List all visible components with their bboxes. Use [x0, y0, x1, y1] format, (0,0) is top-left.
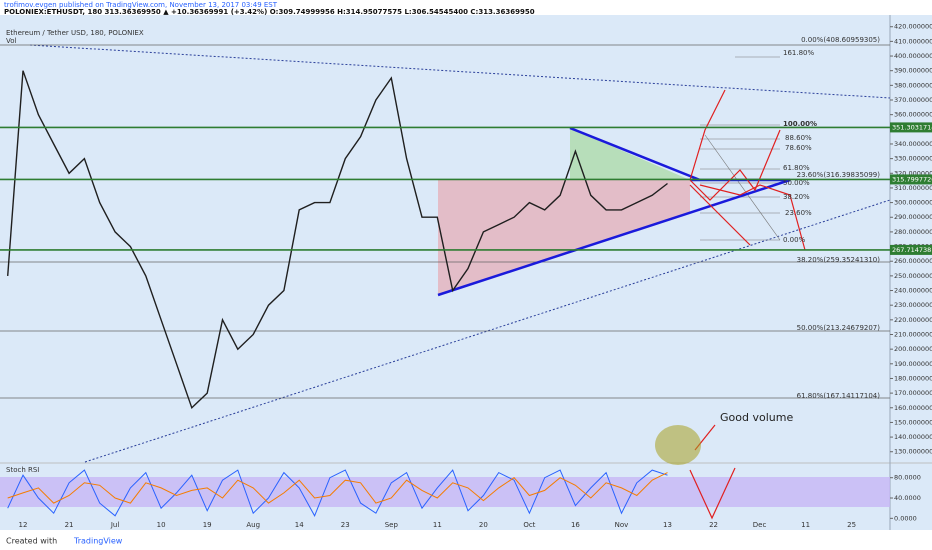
resistance-line [569, 126, 701, 182]
y-tick-label: 320.00000000 [894, 169, 932, 177]
y-tick-label: 130.00000000 [894, 448, 932, 456]
y-tick-label: 180.00000000 [894, 374, 932, 382]
y-tick-label: 250.00000000 [894, 272, 932, 280]
price-tag [890, 122, 932, 133]
y-tick-label: 400.00000000 [894, 52, 932, 60]
x-tick-label: 23 [341, 521, 350, 529]
x-tick-label: 25 [847, 521, 856, 529]
fib-label: 100.00% [783, 120, 817, 128]
y-tick-label: 360.00000000 [894, 111, 932, 119]
y-tick-label: 200.00000000 [894, 345, 932, 353]
y-tick-label: 310.00000000 [894, 184, 932, 192]
x-tick-label: 10 [157, 521, 166, 529]
y-tick-label: 370.00000000 [894, 96, 932, 104]
fib-label: 61.80%(167.14117104) [797, 392, 881, 400]
x-tick-label: Aug [246, 521, 260, 529]
y-tick-label: 300.00000000 [894, 199, 932, 207]
x-tick-label: Jul [110, 521, 120, 529]
price-tag-label: 351.30317143 [892, 123, 932, 131]
fib-label: 61.80% [783, 164, 810, 172]
footer-bar [0, 531, 932, 550]
y-tick-label: 420.00000000 [894, 23, 932, 31]
y-tick-label: 160.00000000 [894, 404, 932, 412]
y-tick-label: 280.00000000 [894, 228, 932, 236]
fib-label: 23.60% [785, 209, 812, 217]
price-tag-label: 267.71473816 [892, 246, 932, 254]
x-tick-label: 22 [709, 521, 718, 529]
y-tick-label: 140.00000000 [894, 433, 932, 441]
x-tick-label: Sep [385, 521, 399, 529]
y-tick-label: 240.00000000 [894, 287, 932, 295]
x-tick-label: 19 [203, 521, 212, 529]
stoch-title: Stoch RSI [6, 466, 39, 474]
x-tick-label: Dec [753, 521, 767, 529]
series-line [7, 472, 668, 504]
range-box [438, 180, 690, 295]
annotation: Good volume [720, 411, 793, 424]
trend-line [84, 199, 891, 463]
support-line [437, 178, 791, 297]
footer-text: Created with [6, 537, 57, 546]
fib-label: 0.00% [783, 236, 806, 244]
y-tick-label: 80.0000 [894, 474, 921, 482]
fib-ladder [700, 56, 781, 241]
x-tick-label: 12 [19, 521, 28, 529]
y-tick-label: 410.00000000 [894, 37, 932, 45]
fib-label: 38.20%(259.35241310) [797, 256, 881, 264]
fib-label: 50.00% [783, 179, 810, 187]
x-tick-label: Oct [523, 521, 535, 529]
x-tick-label: 14 [295, 521, 304, 529]
x-tick-label: 11 [433, 521, 442, 529]
ticker: POLONIEX:ETHUSDT, 180 313.36369950 ▲ +10… [4, 8, 535, 16]
chart-title: Ethereum / Tether USD, 180, POLONIEX [6, 29, 144, 37]
y-tick-label: 340.00000000 [894, 140, 932, 148]
x-tick-label: 13 [663, 521, 672, 529]
volume-highlight [655, 425, 701, 465]
footer-brand[interactable]: TradingView [73, 537, 123, 546]
y-tick-label: 260.00000000 [894, 257, 932, 265]
price-tag [890, 174, 932, 185]
fib-label: 88.60% [785, 134, 812, 142]
y-tick-label: 390.00000000 [894, 67, 932, 75]
y-tick-label: 190.00000000 [894, 360, 932, 368]
series-line [7, 70, 668, 410]
y-tick-label: 230.00000000 [894, 301, 932, 309]
stoch-band [0, 477, 890, 507]
y-tick-label: 40.0000 [894, 494, 921, 502]
forecast-arrows [689, 89, 806, 520]
fib-label: 161.80% [783, 49, 814, 57]
y-tick-label: 220.00000000 [894, 316, 932, 324]
author: trofimov.evgen published on TradingView.… [4, 1, 278, 9]
y-tick-label: 0.0000 [894, 514, 917, 522]
fib-label: 23.60%(316.39835099) [797, 171, 881, 179]
y-tick-label: 210.00000000 [894, 330, 932, 338]
x-tick-label: 20 [479, 521, 488, 529]
y-tick-label: 380.00000000 [894, 81, 932, 89]
x-tick-label: 11 [801, 521, 810, 529]
price-tag-label: 315.79977265 [892, 175, 932, 183]
y-tick-label: 330.00000000 [894, 155, 932, 163]
fib-label: 0.00%(408.60959305) [801, 36, 880, 44]
x-tick-label: 21 [65, 521, 74, 529]
y-tick-label: 150.00000000 [894, 418, 932, 426]
price-tag [890, 244, 932, 255]
x-tick-label: 16 [571, 521, 580, 529]
y-tick-label: 290.00000000 [894, 213, 932, 221]
fib-label: 50.00%(213.24679207) [797, 324, 881, 332]
x-tick-label: Nov [615, 521, 629, 529]
y-tick-label: 170.00000000 [894, 389, 932, 397]
series-line [7, 469, 668, 517]
fib-label: 38.20% [783, 193, 810, 201]
volume-label: Vol [6, 37, 17, 45]
fib-label: 78.60% [785, 144, 812, 152]
